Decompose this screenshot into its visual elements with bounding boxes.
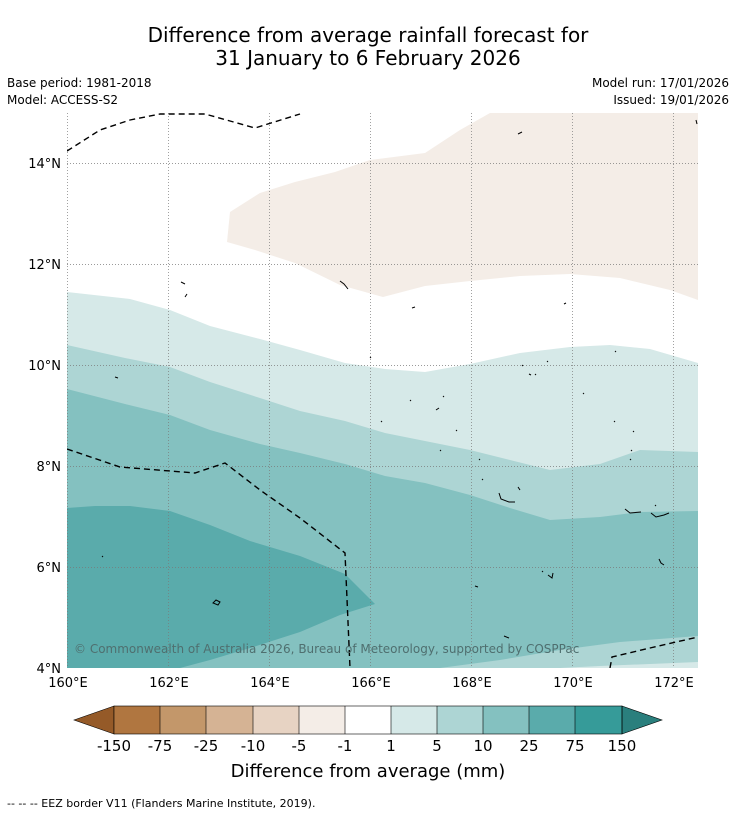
colorbar-segment: [345, 706, 391, 734]
map-plot-area: © Commonwealth of Australia 2026, Bureau…: [67, 113, 698, 668]
colorbar-segment: [529, 706, 575, 734]
colorbar-extend-high: [621, 705, 663, 735]
lat-tick-label: 10°N: [28, 359, 61, 374]
lon-tick-label: 160°E: [48, 676, 88, 691]
colorbar-tick: -75: [148, 737, 173, 755]
lon-tick-label: 162°E: [149, 676, 189, 691]
colorbar-segment: [299, 706, 345, 734]
colorbar-segment: [160, 706, 206, 734]
colorbar-extend-low: [73, 705, 115, 735]
colorbar-tick: 75: [565, 737, 584, 755]
model-name: Model: ACCESS-S2: [7, 93, 119, 107]
colorbar-tick: -5: [292, 737, 307, 755]
meta-right: Model run: 17/01/2026 Issued: 19/01/2026: [592, 75, 729, 109]
contour-neg1-to-neg5: [227, 113, 698, 300]
grid-lines: [67, 113, 698, 668]
colorbar: -150 -75 -25 -10 -5 -1 1 5 10 25 75 150: [73, 705, 663, 755]
colorbar-tick: -10: [241, 737, 266, 755]
colorbar-segment: [253, 706, 299, 734]
colorbar-label: Difference from average (mm): [230, 761, 506, 782]
colorbar-segment: [575, 706, 622, 734]
lat-tick-label: 8°N: [37, 460, 62, 475]
contour-25-to-75: [67, 506, 375, 668]
colorbar-tick: -25: [194, 737, 219, 755]
lon-tick-labels: 160°E 162°E 164°E 166°E 168°E 170°E 172°…: [48, 676, 694, 691]
colorbar-tick: 1: [386, 737, 396, 755]
lat-tick-label: 12°N: [28, 258, 61, 273]
colorbar-segment: [437, 706, 483, 734]
lat-tick-label: 14°N: [28, 157, 61, 172]
lat-tick-label: 6°N: [37, 561, 62, 576]
colorbar-tick: 5: [432, 737, 442, 755]
contour-bottom-5-to-10: [440, 636, 698, 668]
base-period: Base period: 1981-2018: [7, 76, 152, 90]
lon-tick-label: 164°E: [250, 676, 290, 691]
title-line-2: 31 January to 6 February 2026: [215, 46, 521, 70]
lon-tick-label: 170°E: [553, 676, 593, 691]
lat-tick-label: 4°N: [37, 662, 62, 677]
model-run: Model run: 17/01/2026: [591, 76, 729, 90]
colorbar-tick: 10: [473, 737, 492, 755]
meta-left: Base period: 1981-2018 Model: ACCESS-S2: [7, 75, 152, 109]
title-line-1: Difference from average rainfall forecas…: [147, 23, 589, 47]
copyright-notice: © Commonwealth of Australia 2026, Bureau…: [74, 642, 579, 656]
colorbar-tick: 25: [519, 737, 538, 755]
islands: [101, 119, 698, 639]
eez-legend: -- -- -- EEZ border V11 (Flanders Marine…: [7, 797, 316, 810]
eez-borders: [67, 113, 698, 668]
colorbar-segment: [114, 706, 160, 734]
colorbar-segment: [206, 706, 253, 734]
colorbar-tick: 150: [608, 737, 637, 755]
colorbar-tick: -150: [97, 737, 131, 755]
lon-tick-label: 168°E: [452, 676, 492, 691]
issued-date: Issued: 19/01/2026: [613, 93, 729, 107]
lon-tick-label: 166°E: [351, 676, 391, 691]
colorbar-tick: -1: [338, 737, 353, 755]
colorbar-segment: [391, 706, 437, 734]
colorbar-segment: [483, 706, 529, 734]
lat-tick-labels: 4°N 6°N 8°N 10°N 12°N 14°N: [28, 157, 61, 677]
lon-tick-label: 172°E: [654, 676, 694, 691]
